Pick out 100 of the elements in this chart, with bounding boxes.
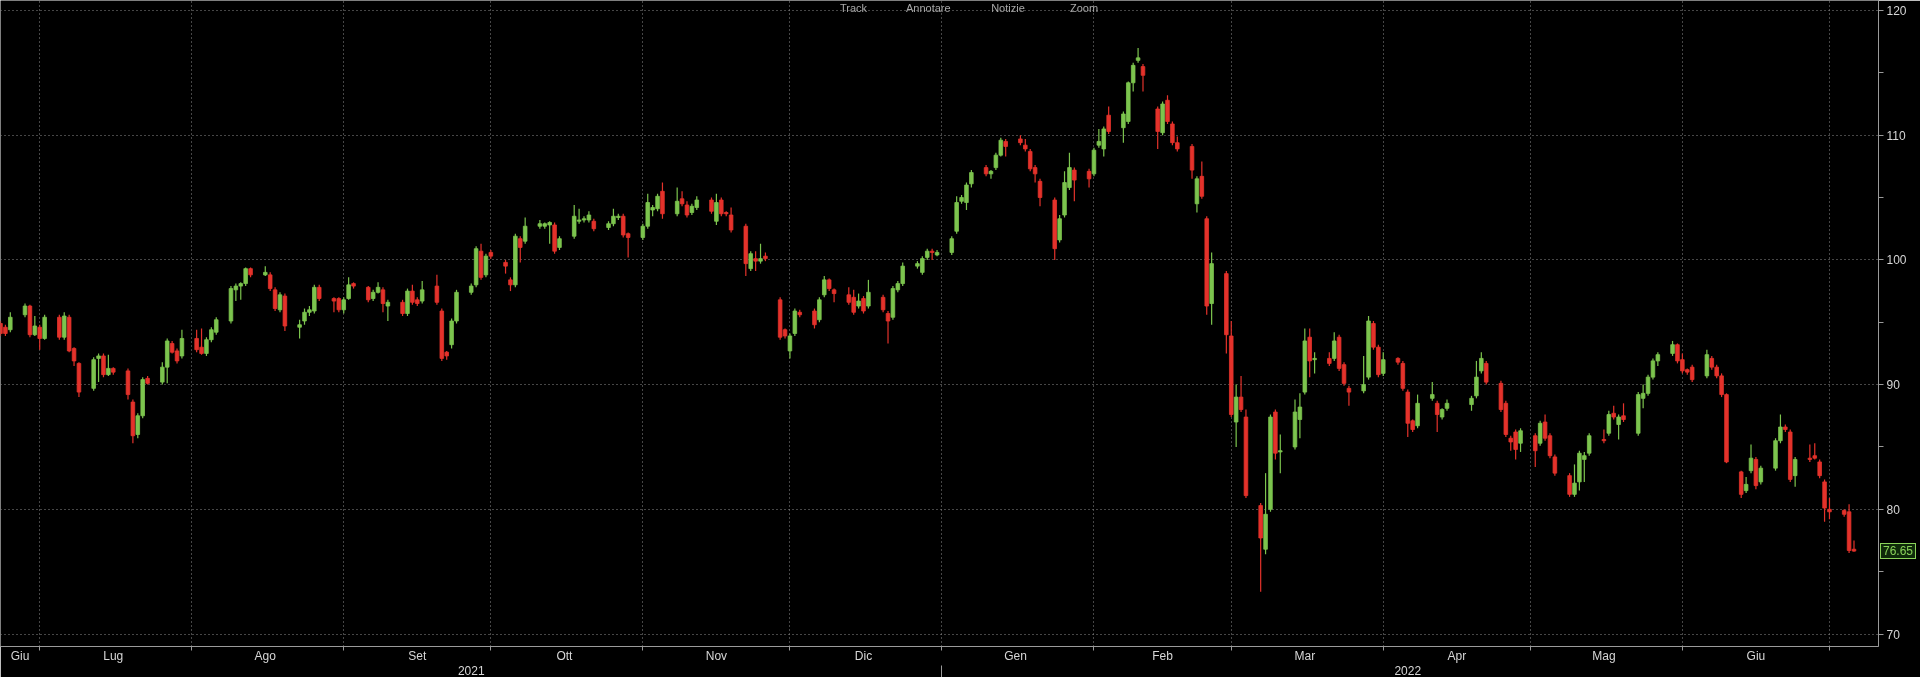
annotation: Notizie xyxy=(991,1,1025,14)
x-tick-label: Ago xyxy=(254,648,277,663)
candlestick xyxy=(1199,160,1205,200)
candlestick xyxy=(660,181,665,220)
x-tick-label: Ott xyxy=(556,648,574,663)
candlestick xyxy=(346,276,351,301)
candlestick xyxy=(728,206,734,234)
candlestick xyxy=(1106,105,1111,135)
candlestick xyxy=(1567,472,1572,498)
candlestick xyxy=(1601,428,1607,444)
x2-tick-label: 2022 xyxy=(1394,663,1422,677)
candlestick xyxy=(1091,147,1097,177)
candlestick xyxy=(1278,433,1283,474)
x-tick-label: Mag xyxy=(1592,648,1616,663)
x-tick-label: Apr xyxy=(1447,648,1467,663)
candlestick xyxy=(758,243,763,265)
candlestick xyxy=(1096,128,1102,149)
annotation: Track xyxy=(839,1,868,14)
x-tick-label: Giu xyxy=(10,648,30,663)
candlestick xyxy=(518,235,523,263)
candlestick xyxy=(822,275,827,298)
y-tick-label: 110 xyxy=(1886,128,1906,143)
candlestick xyxy=(1312,351,1317,374)
candlestick xyxy=(1817,458,1822,479)
candlestick xyxy=(380,286,386,313)
candlestick xyxy=(331,296,337,313)
x-tick-label: Gen xyxy=(1004,648,1027,663)
candlestick xyxy=(522,216,528,245)
candlestick xyxy=(419,280,425,305)
candlestick xyxy=(1738,470,1744,499)
candlestick xyxy=(1057,214,1062,244)
candlestick xyxy=(179,329,185,360)
x-tick-label: Mar xyxy=(1294,648,1316,663)
candlestick xyxy=(96,352,101,383)
candlestick xyxy=(1572,463,1577,498)
candlestick xyxy=(42,314,47,341)
y-tick-label: 90 xyxy=(1886,378,1901,393)
x-tick-label: Nov xyxy=(705,648,728,663)
candlestick xyxy=(1072,167,1077,202)
candlestick xyxy=(1140,63,1146,93)
x2-tick-label: 2021 xyxy=(457,663,485,677)
candlestick xyxy=(434,274,440,306)
candlestick xyxy=(885,310,891,345)
candlestick xyxy=(1827,497,1832,520)
annotation: Zoom xyxy=(1069,1,1099,14)
candlestick xyxy=(1616,413,1621,441)
y-tick-label: 70 xyxy=(1886,627,1901,642)
candlestick xyxy=(1758,465,1764,485)
candlestick xyxy=(1748,443,1754,474)
candlestick xyxy=(62,311,67,341)
candlestick xyxy=(1606,410,1612,437)
candlestick xyxy=(537,219,543,230)
candlestick xyxy=(385,299,391,322)
candlestick xyxy=(1586,432,1592,457)
candlestick xyxy=(1361,355,1366,394)
candlestick xyxy=(1533,432,1538,468)
candlestick xyxy=(1479,351,1484,374)
candlestick xyxy=(297,319,302,340)
candlestick xyxy=(101,352,106,378)
candlestick xyxy=(1434,400,1440,433)
candlestick xyxy=(1537,420,1543,447)
annotation: Annotare xyxy=(905,1,951,14)
candlestick xyxy=(1474,360,1479,399)
candlestick xyxy=(949,235,954,256)
candlestick xyxy=(1238,375,1244,413)
x-tick-label: Feb xyxy=(1152,648,1174,663)
candlestick xyxy=(1381,351,1386,377)
candlestick xyxy=(37,324,42,351)
candlestick xyxy=(32,315,38,337)
candlestick xyxy=(817,296,822,323)
candlestick xyxy=(1704,349,1710,379)
candlestick xyxy=(1189,143,1195,180)
x-tick-label: Set xyxy=(408,648,427,663)
candlestick xyxy=(106,354,111,377)
candlestick xyxy=(1430,381,1435,402)
x-tick-label: Lug xyxy=(103,648,124,663)
candlestick xyxy=(1165,94,1170,125)
y-tick-label: 120 xyxy=(1886,3,1907,18)
candlestick xyxy=(405,287,410,317)
candlestick xyxy=(1518,427,1523,453)
candlestick xyxy=(1037,178,1043,207)
x-tick-label: Dic xyxy=(854,648,873,663)
candlestick xyxy=(277,291,283,313)
candlestick xyxy=(1621,402,1626,423)
candlestick xyxy=(1484,360,1489,386)
x-tick-label: Giu xyxy=(1746,648,1766,663)
candlestick xyxy=(125,367,131,401)
candlestick xyxy=(1346,385,1352,407)
candlestick xyxy=(57,314,62,341)
candlestick xyxy=(1415,393,1420,429)
candlestick xyxy=(1307,327,1312,378)
candlestick xyxy=(831,287,837,303)
candlestick xyxy=(714,193,719,226)
candlestick xyxy=(1155,105,1160,150)
candlestick xyxy=(1807,443,1813,463)
candlestick xyxy=(1135,47,1141,64)
candlestick xyxy=(929,248,935,261)
candlestick xyxy=(375,281,381,295)
candlestick xyxy=(483,253,489,278)
candlestick xyxy=(1086,168,1092,189)
